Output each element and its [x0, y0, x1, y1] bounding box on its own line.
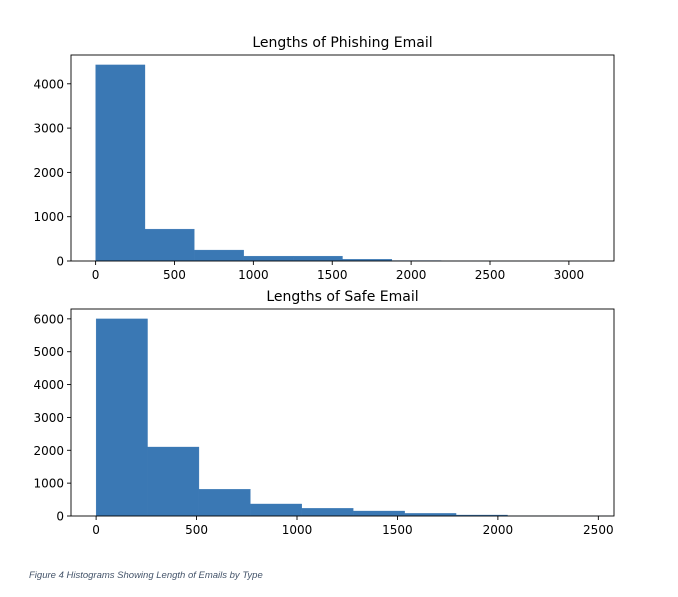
x-tick-label: 500 [185, 523, 208, 537]
y-tick-label: 4000 [33, 77, 64, 91]
y-tick-label: 1000 [33, 210, 64, 224]
x-tick-label: 2500 [583, 523, 614, 537]
histogram-bar [250, 503, 302, 517]
y-tick-label: 2000 [33, 444, 64, 458]
figure-caption: Figure 4 Histograms Showing Length of Em… [29, 570, 263, 581]
histogram-bar [243, 255, 294, 262]
y-tick-label: 3000 [33, 411, 64, 425]
axes-frame [70, 54, 615, 262]
x-tick-label: 2500 [475, 268, 506, 282]
y-tick-label: 0 [56, 255, 64, 269]
histogram-bar [95, 318, 148, 517]
phishing-histogram: Lengths of Phishing Email 0 500 1000 1500 200… [33, 35, 615, 282]
x-tick-label: 1000 [238, 268, 269, 282]
histogram-bar [95, 64, 146, 262]
chart-title: Lengths of Safe Email [266, 289, 418, 305]
safe-histogram: Lengths of Safe Email 0 500 1000 1500 2000 250… [33, 289, 615, 537]
chart-title: Lengths of Phishing Email [252, 35, 432, 51]
y-tick-label: 1000 [33, 477, 64, 491]
y-tick-label: 2000 [33, 166, 64, 180]
x-tick-label: 0 [92, 268, 100, 282]
x-tick-label: 0 [92, 523, 100, 537]
x-tick-label: 500 [163, 268, 186, 282]
axes-frame [70, 308, 615, 517]
y-tick-label: 4000 [33, 378, 64, 392]
y-tick-label: 5000 [33, 345, 64, 359]
histogram-bar [194, 249, 244, 262]
y-tick-label: 0 [56, 510, 64, 524]
histogram-bar [301, 508, 354, 517]
x-tick-label: 2000 [483, 523, 514, 537]
x-tick-label: 1500 [317, 268, 348, 282]
y-tick-label: 3000 [33, 122, 64, 136]
x-tick-label: 1500 [382, 523, 413, 537]
histogram-bar [353, 510, 405, 517]
histogram-bar [198, 489, 251, 517]
histogram-bar [292, 255, 343, 262]
y-tick-label: 6000 [33, 312, 64, 326]
x-tick-label: 3000 [554, 268, 585, 282]
x-tick-label: 1000 [282, 523, 313, 537]
histogram-bar [147, 446, 200, 517]
x-tick-label: 2000 [396, 268, 427, 282]
histogram-bar [144, 228, 195, 262]
